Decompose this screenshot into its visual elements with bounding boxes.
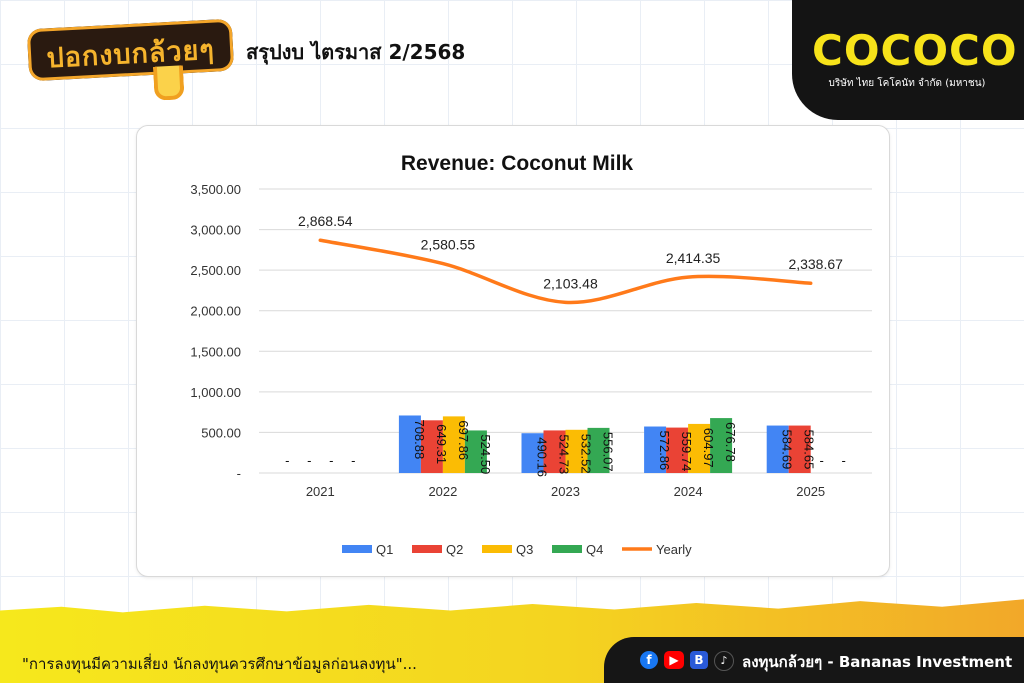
bar-q1 bbox=[398, 415, 421, 473]
bar-q3 bbox=[442, 416, 465, 473]
bar-q4 bbox=[464, 430, 487, 473]
bar-data-label: 524.73 bbox=[557, 434, 572, 474]
bar-data-label: 649.31 bbox=[434, 424, 449, 464]
bar-data-label: 490.16 bbox=[535, 437, 550, 477]
chart-title: Revenue: Coconut Milk bbox=[401, 152, 634, 175]
line-data-label: 2,414.35 bbox=[666, 250, 721, 266]
logo-text: ปอกงบกล้วยๆ bbox=[45, 34, 216, 75]
bar-data-label: - bbox=[820, 453, 824, 468]
bar-data-label: - bbox=[351, 453, 355, 468]
bar-q4 bbox=[710, 418, 733, 473]
disclaimer: "การลงทุนมีความเสี่ยง นักลงทุนควรศึกษาข้… bbox=[22, 655, 417, 673]
bar-data-label: 584.65 bbox=[802, 430, 817, 470]
bar-q1 bbox=[766, 425, 789, 473]
social-bar: f ▶ B ♪ ลงทุนกล้วยๆ - Bananas Investment bbox=[604, 637, 1024, 683]
line-data-label: 2,338.67 bbox=[788, 256, 843, 272]
y-tick-label: 1,000.00 bbox=[190, 385, 241, 400]
yearly-line bbox=[318, 238, 813, 305]
legend-swatch-q2 bbox=[412, 545, 442, 553]
page-title: สรุปงบ ไตรมาส 2/2568 bbox=[246, 40, 466, 64]
bar-data-label: 604.97 bbox=[701, 428, 716, 468]
legend-swatch-q3 bbox=[482, 545, 512, 553]
revenue-chart: Revenue: Coconut Milk - 500.00 1,000.00 1,5… bbox=[190, 152, 872, 557]
legend-label: Q4 bbox=[586, 542, 603, 557]
bar-data-label: - bbox=[329, 453, 333, 468]
x-tick-label: 2021 bbox=[306, 484, 335, 499]
legend-swatch-q4 bbox=[552, 545, 582, 553]
bar-data-label: - bbox=[842, 453, 846, 468]
tiktok-icon[interactable]: ♪ bbox=[714, 651, 734, 671]
bar-data-label: 524.50 bbox=[478, 434, 493, 474]
bar-q2 bbox=[788, 425, 811, 473]
bar-q1 bbox=[521, 433, 544, 473]
bar-data-label: - bbox=[285, 453, 289, 468]
legend-label: Q1 bbox=[376, 542, 393, 557]
bar-data-label: 532.52 bbox=[579, 434, 594, 474]
line-data-label: 2,868.54 bbox=[298, 213, 353, 229]
bar-q2 bbox=[420, 420, 443, 473]
bar-data-label: - bbox=[307, 453, 311, 468]
brand-subtitle: บริษัท ไทย โคโคนัท จำกัด (มหาชน) bbox=[828, 78, 986, 89]
bar-q4 bbox=[587, 427, 610, 473]
chart-card: Revenue: Coconut Milk - 500.00 1,000.00 1,5… bbox=[136, 125, 890, 577]
bar-data-label: 676.78 bbox=[723, 422, 738, 462]
brand-name: COCOCO bbox=[812, 26, 1018, 75]
youtube-icon[interactable]: ▶ bbox=[664, 651, 684, 669]
x-tick-label: 2022 bbox=[428, 484, 457, 499]
bar-data-label: 697.86 bbox=[456, 420, 471, 460]
x-tick-label: 2025 bbox=[796, 484, 825, 499]
facebook-icon[interactable]: f bbox=[640, 651, 658, 669]
bar-data-label: 708.88 bbox=[412, 419, 427, 459]
banana-drip-icon bbox=[152, 65, 185, 101]
bar-data-label: 559.74 bbox=[679, 432, 694, 472]
bar-data-label: 584.69 bbox=[780, 430, 795, 470]
brand-box: COCOCO บริษัท ไทย โคโคนัท จำกัด (มหาชน) bbox=[792, 0, 1024, 120]
bar-data-label: 572.86 bbox=[657, 431, 672, 471]
legend-label: Q3 bbox=[516, 542, 533, 557]
legend-swatch-q1 bbox=[342, 545, 372, 553]
y-tick-label: 3,000.00 bbox=[190, 223, 241, 238]
legend-label: Yearly bbox=[656, 542, 692, 557]
social-label: ลงทุนกล้วยๆ - Bananas Investment bbox=[742, 653, 1013, 671]
bar-q2 bbox=[543, 430, 566, 473]
y-tick-label: 2,000.00 bbox=[190, 304, 241, 319]
line-data-label: 2,580.55 bbox=[421, 237, 476, 253]
bar-data-label: 556.07 bbox=[601, 432, 616, 472]
line-data-label: 2,103.48 bbox=[543, 275, 598, 291]
logo: ปอกงบกล้วยๆ bbox=[26, 18, 235, 101]
bar-q1 bbox=[644, 426, 667, 473]
blockdit-icon[interactable]: B bbox=[690, 651, 708, 669]
y-tick-label: - bbox=[237, 466, 241, 481]
x-tick-label: 2024 bbox=[674, 484, 703, 499]
x-tick-label: 2023 bbox=[551, 484, 580, 499]
y-tick-label: 500.00 bbox=[201, 425, 241, 440]
y-tick-label: 1,500.00 bbox=[190, 344, 241, 359]
y-tick-label: 2,500.00 bbox=[190, 263, 241, 278]
bar-q3 bbox=[565, 429, 588, 473]
y-tick-label: 3,500.00 bbox=[190, 182, 241, 197]
bar-q2 bbox=[666, 427, 689, 473]
bar-q3 bbox=[688, 423, 711, 473]
legend-label: Q2 bbox=[446, 542, 463, 557]
